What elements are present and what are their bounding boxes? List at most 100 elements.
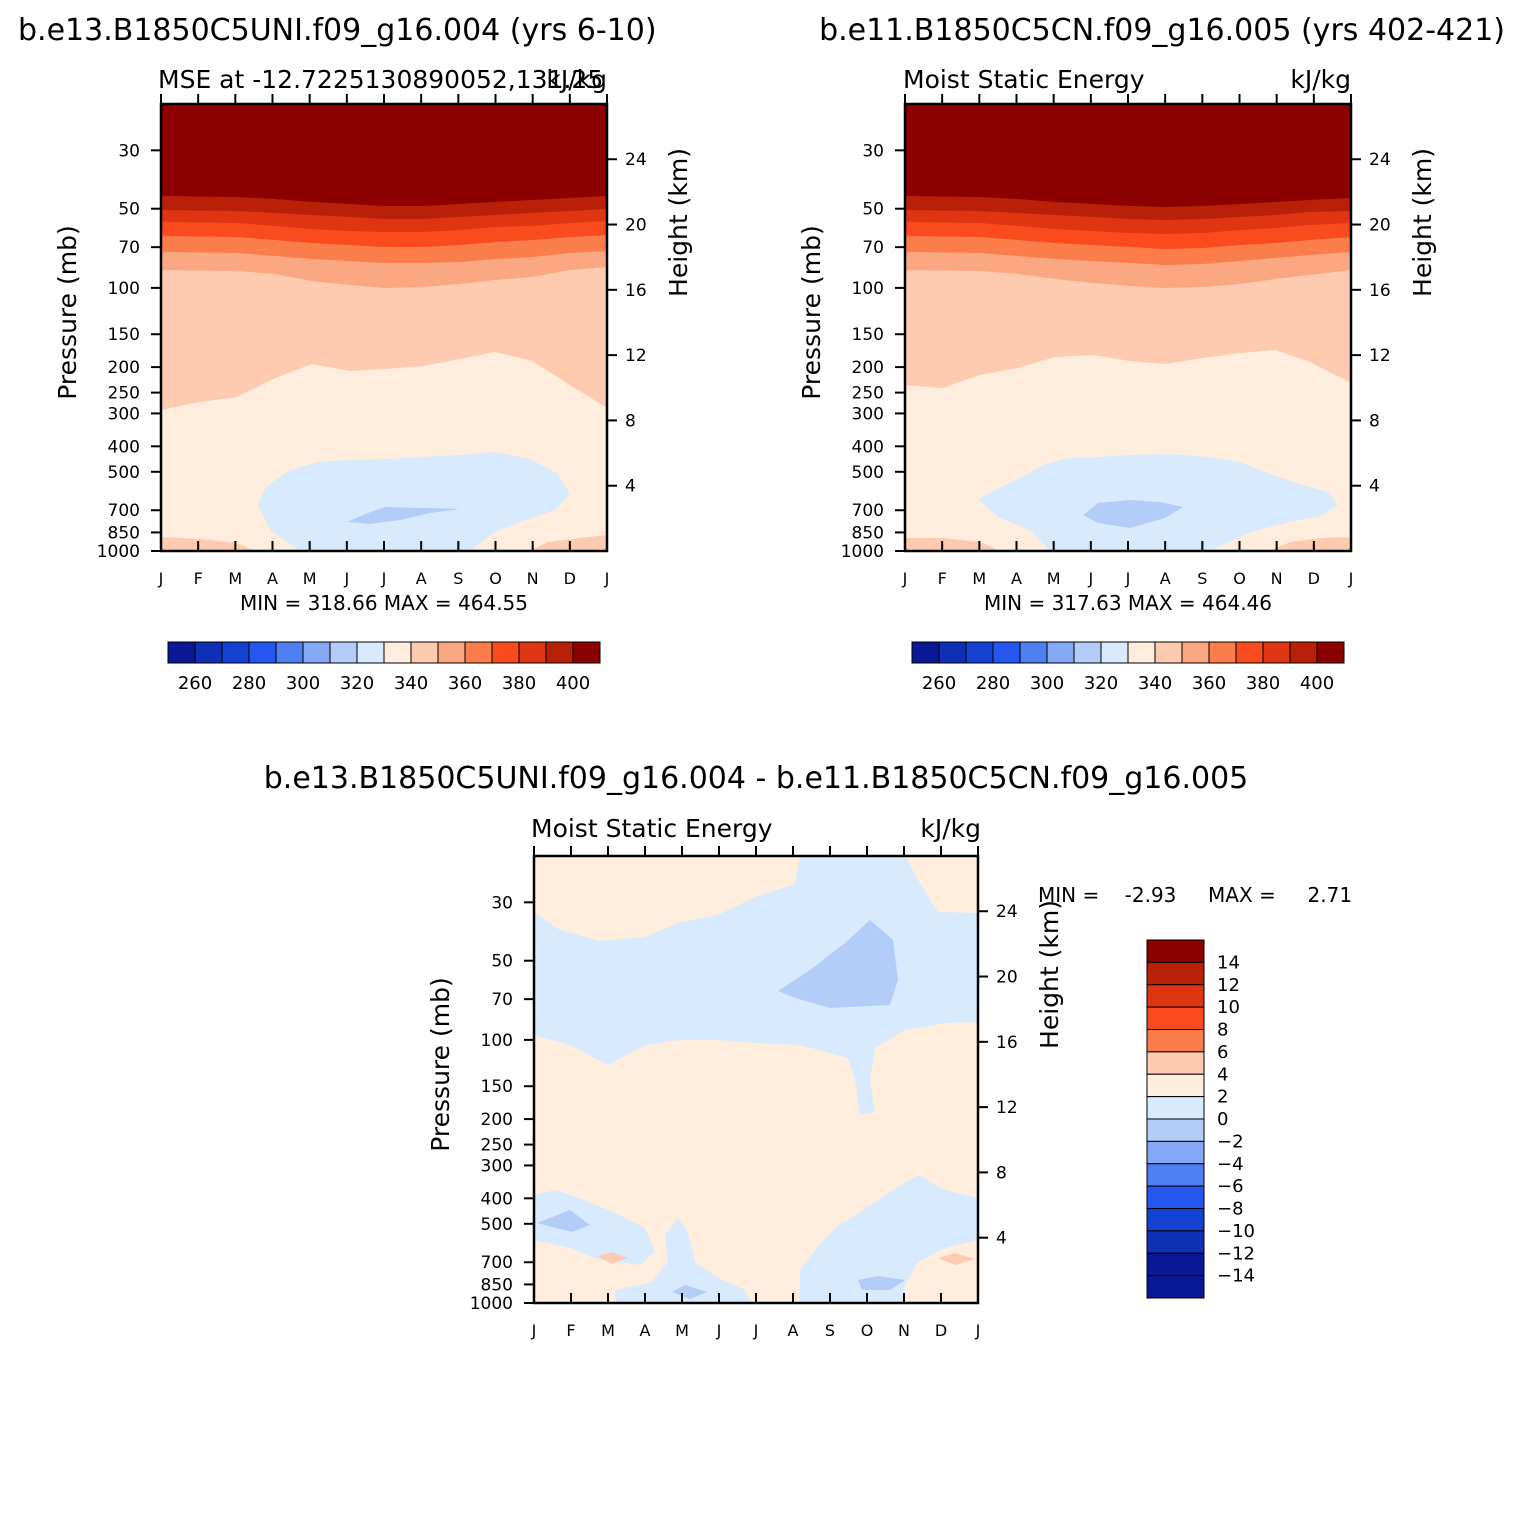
y-axis-label: Pressure (mb) <box>426 977 455 1151</box>
colorbar-swatch <box>1046 641 1075 664</box>
colorbar-swatch <box>1146 1185 1205 1209</box>
y-tick-label: 500 <box>481 1215 513 1235</box>
y2-tick-label: 20 <box>625 216 647 236</box>
panel-c-region-2-4-dec <box>938 1253 975 1265</box>
x-tick-label: M <box>1047 569 1061 588</box>
colorbar-swatch <box>356 641 385 664</box>
panel-a-colorbar: 260 280 300 320 340 360 380 400 <box>167 641 601 694</box>
colorbar-swatch <box>1316 641 1345 664</box>
y2-tick-label: 4 <box>996 1229 1007 1249</box>
panel-c-region-neg2-0-lower-mid <box>615 1218 752 1303</box>
y-tick-label: 500 <box>852 463 884 483</box>
y-tick-label: 30 <box>862 141 884 161</box>
colorbar-swatch <box>1146 1230 1205 1254</box>
y-tick-label: 70 <box>491 990 513 1010</box>
y-tick-label: 200 <box>481 1110 513 1130</box>
colorbar-swatch <box>221 641 250 664</box>
panel-c-title: b.e13.B1850C5UNI.f09_g16.004 - b.e11.B18… <box>264 761 1249 796</box>
colorbar-swatch <box>1100 641 1129 664</box>
y-tick-label: 300 <box>108 404 140 424</box>
y-tick-label: 150 <box>481 1077 513 1097</box>
colorbar-swatch <box>275 641 304 664</box>
y2-tick-label: 8 <box>625 411 636 431</box>
panel-b-region-400plus <box>905 104 1351 207</box>
colorbar-swatch <box>1146 1118 1205 1142</box>
y2-tick-label: 4 <box>625 477 636 497</box>
x-tick-label: J <box>381 569 387 588</box>
y-axis-label: Pressure (mb) <box>797 225 826 399</box>
y2-tick-label: 16 <box>996 1033 1018 1053</box>
y2-tick-label: 8 <box>1369 411 1380 431</box>
panel-a-title: b.e13.B1850C5UNI.f09_g16.004 (yrs 6-10) <box>18 13 657 48</box>
colorbar-label: 340 <box>1138 673 1172 694</box>
panel-b: b.e11.B1850C5CN.f09_g16.005 (yrs 402-421… <box>797 13 1505 694</box>
y2-tick-label: 24 <box>1369 150 1391 170</box>
colorbar-swatch <box>992 641 1021 664</box>
x-tick-label: N <box>527 569 539 588</box>
colorbar-label: −8 <box>1217 1199 1244 1220</box>
colorbar-swatch <box>1208 641 1237 664</box>
x-tick-label: O <box>489 569 502 588</box>
y2-tick-label: 16 <box>1369 281 1391 301</box>
colorbar-label: 6 <box>1217 1042 1228 1063</box>
y-tick-label: 150 <box>108 325 140 345</box>
colorbar-swatch <box>911 641 940 664</box>
colorbar-swatch <box>329 641 358 664</box>
colorbar-label: 260 <box>922 673 956 694</box>
panel-c-subtitle-left: Moist Static Energy <box>531 814 773 843</box>
y-tick-label: 1000 <box>97 542 140 562</box>
colorbar-swatch <box>1146 1029 1205 1053</box>
colorbar-swatch <box>194 641 223 664</box>
colorbar-swatch <box>965 641 994 664</box>
colorbar-swatch <box>302 641 331 664</box>
x-tick-label: A <box>1160 569 1171 588</box>
x-tick-label: F <box>194 569 203 588</box>
panel-b-subtitle-left: Moist Static Energy <box>903 65 1145 94</box>
y-tick-label: 1000 <box>841 542 884 562</box>
y2-tick-label: 24 <box>625 150 647 170</box>
colorbar-label: 10 <box>1217 997 1240 1018</box>
y2-tick-label: 12 <box>625 346 647 366</box>
x-tick-label: M <box>675 1321 689 1340</box>
y2-axis-label: Height (km) <box>1035 900 1064 1049</box>
y-tick-label: 100 <box>108 279 140 299</box>
colorbar-label: 14 <box>1217 952 1240 973</box>
panel-a-region-340-350-bottom-left <box>161 537 255 551</box>
colorbar-label: −10 <box>1217 1221 1255 1242</box>
panel-a-region-320-330 <box>258 452 570 551</box>
x-tick-label: F <box>938 569 947 588</box>
y-tick-label: 700 <box>852 501 884 521</box>
panel-c-max: MAX = 2.71 <box>1208 883 1352 907</box>
colorbar-swatch <box>383 641 412 664</box>
y-tick-label: 700 <box>481 1253 513 1273</box>
x-tick-label: A <box>267 569 278 588</box>
y-axis-label: Pressure (mb) <box>53 225 82 399</box>
y-tick-label: 850 <box>852 523 884 543</box>
panel-a: b.e13.B1850C5UNI.f09_g16.004 (yrs 6-10) … <box>18 13 693 694</box>
y-tick-label: 30 <box>491 893 513 913</box>
colorbar-swatch <box>410 641 439 664</box>
x-tick-label: N <box>898 1321 910 1340</box>
y2-tick-label: 20 <box>1369 216 1391 236</box>
colorbar-swatch <box>464 641 493 664</box>
y2-tick-label: 20 <box>996 968 1018 988</box>
colorbar-swatch <box>545 641 574 664</box>
panel-b-region-310-320 <box>1083 500 1183 528</box>
y-tick-label: 100 <box>481 1031 513 1051</box>
panel-a-subtitle-left: MSE at -12.7225130890052,131.25 <box>158 65 603 94</box>
x-tick-label: J <box>1125 569 1131 588</box>
y-tick-label: 500 <box>108 463 140 483</box>
x-tick-label: J <box>753 1321 759 1340</box>
panel-c-region-neg4-neg2-left <box>537 1210 590 1232</box>
panel-c-region-2-4-mar <box>597 1252 628 1264</box>
y-tick-label: 850 <box>108 523 140 543</box>
colorbar-label: 12 <box>1217 975 1240 996</box>
x-tick-label: M <box>972 569 986 588</box>
y2-tick-label: 4 <box>1369 477 1380 497</box>
x-tick-label: J <box>1348 569 1354 588</box>
colorbar-swatch <box>1073 641 1102 664</box>
x-tick-label: D <box>564 569 576 588</box>
colorbar-label: 300 <box>286 673 320 694</box>
